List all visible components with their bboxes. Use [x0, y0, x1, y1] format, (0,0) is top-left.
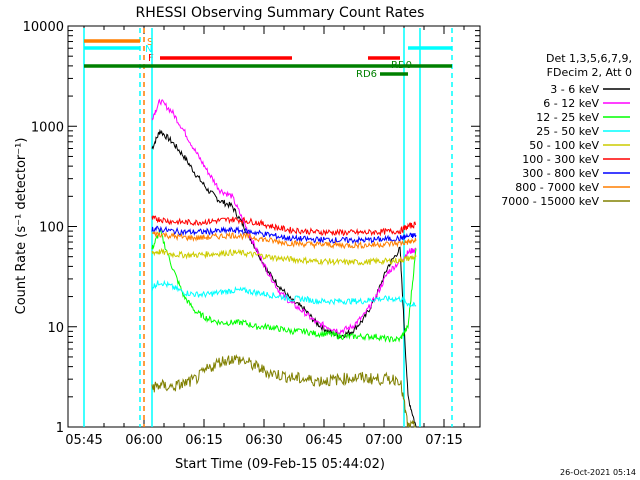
- flag-label-n: N: [145, 44, 152, 55]
- legend-entry-label: 3 - 6 keV: [550, 83, 599, 96]
- series-line-50-100-kev: [151, 247, 417, 266]
- legend-entry-label: 300 - 800 keV: [522, 167, 599, 180]
- legend-entry-label: 50 - 100 keV: [529, 139, 599, 152]
- y-tick-label: 1000: [31, 120, 64, 135]
- y-tick-label: 1: [56, 421, 64, 436]
- y-axis-label: Count Rate (s⁻¹ detector⁻¹): [14, 138, 29, 315]
- y-tick-label: 10000: [23, 20, 64, 35]
- y-tick-label: 100: [39, 221, 64, 236]
- flag-label-f: F: [148, 53, 154, 64]
- series-line-100-300-kev: [151, 215, 416, 237]
- x-tick-label: 06:15: [185, 433, 222, 448]
- legend-header-line-1: Det 1,3,5,6,7,9,: [546, 52, 632, 65]
- x-tick-label: 06:45: [305, 433, 342, 448]
- x-tick-label: 06:30: [245, 433, 282, 448]
- series-line-25-50-kev: [151, 279, 417, 308]
- legend-header-line-2: FDecim 2, Att 0: [547, 66, 632, 79]
- x-tick-label: 07:00: [365, 433, 402, 448]
- timestamp: 26-Oct-2021 05:14: [560, 468, 636, 477]
- chart-title: RHESSI Observing Summary Count Rates: [136, 5, 425, 21]
- series-line-7000-15000-kev: [151, 353, 416, 428]
- series-line-300-800-kev: [151, 225, 417, 245]
- legend-entry-label: 7000 - 15000 keV: [501, 195, 599, 208]
- legend-entry-label: 6 - 12 keV: [543, 97, 599, 110]
- flag-label-s: S: [147, 37, 153, 48]
- y-tick-label: 10: [47, 321, 64, 336]
- flag-label-rd6: RD6: [356, 69, 377, 80]
- legend-entry-label: 25 - 50 keV: [536, 125, 599, 138]
- series-line-800-7000-kev: [151, 231, 417, 250]
- series-line-12-25-kev: [151, 228, 417, 343]
- x-axis-label: Start Time (09-Feb-15 05:44:02): [175, 457, 385, 472]
- series-line-3-6-kev: [151, 128, 417, 428]
- x-tick-label: 05:45: [65, 433, 102, 448]
- legend-entry-label: 12 - 25 keV: [536, 111, 599, 124]
- legend-entry-label: 100 - 300 keV: [522, 153, 599, 166]
- x-tick-label: 07:15: [425, 433, 462, 448]
- plot-frame: [67, 25, 481, 428]
- legend-entry-label: 800 - 7000 keV: [515, 181, 599, 194]
- x-tick-label: 06:00: [125, 433, 162, 448]
